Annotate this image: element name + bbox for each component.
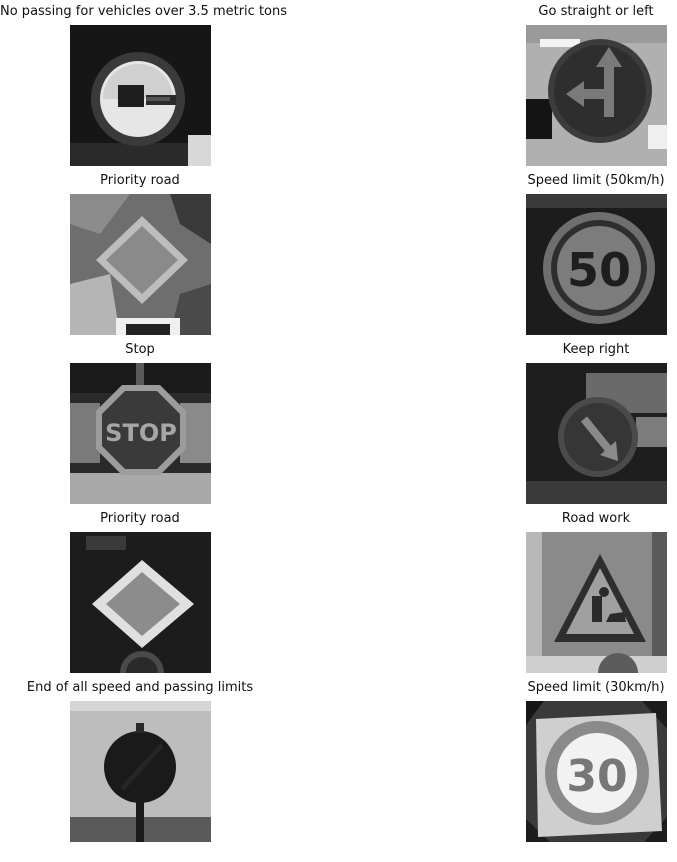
panel-title: Priority road (100, 173, 180, 188)
sign-image-priority-road-2 (70, 532, 211, 673)
sign-image-end-of-limits (70, 701, 211, 842)
panel-title: Road work (561, 511, 631, 526)
sign-image-speed-limit-30: 30 (526, 701, 667, 842)
panel-title: Go straight or left (538, 4, 654, 19)
panel-title: Priority road (100, 511, 180, 526)
panel-title: Stop (125, 342, 155, 357)
panel-title: Speed limit (50km/h) (527, 173, 665, 188)
sign-image-priority-road (70, 194, 211, 335)
sign-image-stop: STOP (70, 363, 211, 504)
sign-text: 30 (566, 751, 627, 802)
sign-image-speed-limit-50: 50 (526, 194, 667, 335)
sign-image-road-work (526, 532, 667, 673)
panel-title: Keep right (562, 342, 630, 357)
sign-image-keep-right (526, 363, 667, 504)
panel-title: No passing for vehicles over 3.5 metric … (0, 4, 288, 19)
sign-image-no-passing-trucks (70, 25, 211, 166)
sign-image-go-straight-or-left (526, 25, 667, 166)
panel-title: End of all speed and passing limits (26, 680, 254, 695)
panel-title: Speed limit (30km/h) (527, 680, 665, 695)
sign-text: STOP (105, 419, 177, 447)
sign-text: 50 (567, 243, 631, 297)
